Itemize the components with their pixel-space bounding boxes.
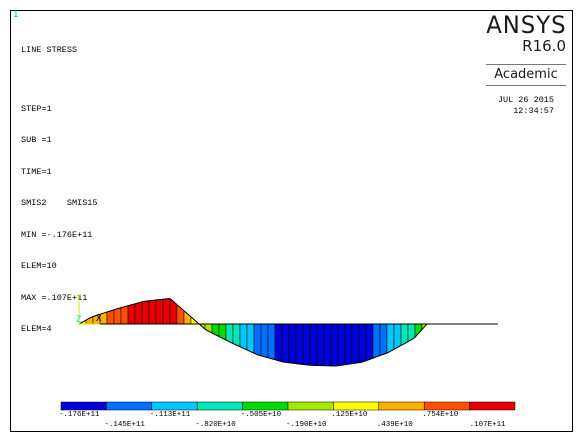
color-legend — [60, 401, 516, 411]
stress-slice — [218, 323, 227, 341]
stress-slice — [281, 323, 290, 364]
plot-date: JUL 26 2015 — [497, 95, 554, 105]
stress-slice — [316, 323, 325, 366]
stress-slice — [246, 323, 255, 354]
info-max-elem: ELEM=4 — [21, 324, 52, 334]
info-time: TIME=1 — [21, 166, 52, 177]
stress-slice — [120, 305, 129, 325]
stress-slice — [288, 323, 297, 364]
plot-frame — [10, 10, 573, 432]
stress-slice — [169, 297, 178, 325]
legend-swatch — [287, 401, 334, 411]
brand-version: R16.0 — [522, 37, 566, 55]
stress-slice — [379, 323, 388, 356]
legend-swatch — [423, 401, 470, 411]
stress-slice — [232, 323, 241, 348]
stress-slice — [134, 301, 143, 325]
stress-slice — [127, 303, 136, 325]
stress-slice — [309, 323, 318, 366]
stress-slice — [337, 323, 346, 366]
legend-swatch — [151, 401, 198, 411]
stress-slice — [239, 323, 248, 351]
legend-label-top: .125E+10 — [331, 411, 368, 419]
stress-slice — [358, 323, 367, 363]
legend-label-bottom: -.145E+11 — [104, 421, 145, 429]
ansys-logo: ANSYS R16.0 — [482, 11, 566, 55]
legend-label-bottom: -.820E+10 — [195, 421, 236, 429]
stress-slice — [351, 323, 360, 364]
legend-label-bottom: -.190E+10 — [286, 421, 327, 429]
plot-time: 12:34:57 — [513, 106, 554, 116]
stress-slice — [183, 310, 192, 325]
info-items: SMIS2 SMIS15 — [21, 198, 98, 208]
stress-slice — [141, 300, 150, 325]
brand-name: ANSYS — [485, 11, 566, 39]
stress-slice — [407, 323, 416, 343]
info-block: LINE STRESS STEP=1 SUB =1 TIME=1 SMIS2 S… — [21, 24, 98, 356]
legend-swatch — [333, 401, 380, 411]
stress-slice — [365, 323, 374, 362]
stress-slice — [330, 323, 339, 367]
stress-envelope — [78, 298, 428, 367]
legend-label-bottom: .107E+11 — [469, 421, 506, 429]
stress-slice — [253, 323, 262, 357]
stress-slice — [260, 323, 269, 359]
legend-label-top: .754E+10 — [422, 411, 459, 419]
legend-label-bottom: .439E+10 — [376, 421, 413, 429]
legend-swatch — [60, 401, 107, 411]
stress-diagram — [78, 297, 498, 367]
legend-swatch — [242, 401, 289, 411]
stress-slice — [386, 323, 395, 354]
stress-slice — [85, 316, 94, 325]
info-max: MAX =.107E+11 — [21, 292, 88, 303]
legend-swatch — [378, 401, 425, 411]
x-axis-label: X — [96, 314, 102, 324]
legend-swatch — [106, 401, 153, 411]
info-substep: SUB =1 — [21, 135, 52, 145]
stress-slice — [274, 323, 283, 362]
stress-slice — [344, 323, 353, 365]
legend-swatch — [196, 401, 243, 411]
legend-label-top: -.176E+11 — [59, 411, 100, 419]
stress-slice — [323, 323, 332, 367]
stress-slice — [113, 307, 122, 325]
legend-swatch — [469, 401, 516, 411]
stress-slice — [302, 323, 311, 366]
brand-edition: Academic — [486, 64, 566, 86]
stress-slice — [372, 323, 381, 359]
stress-slice — [295, 323, 304, 365]
info-min: MIN =-.176E+11 — [21, 229, 93, 240]
stress-slice — [267, 323, 276, 361]
legend-label-top: -.505E+10 — [240, 411, 282, 419]
info-step: STEP=1 — [21, 103, 52, 114]
stress-slice — [148, 299, 157, 325]
axis-triad-icon: Y Z X — [76, 293, 102, 325]
y-axis-label: Y — [76, 293, 82, 303]
stress-slice — [162, 298, 171, 325]
plot-title: LINE STRESS — [21, 45, 78, 55]
stress-slice — [155, 298, 164, 325]
info-min-elem: ELEM=10 — [21, 261, 57, 271]
window-number: 1 — [13, 10, 19, 20]
z-axis-label: Z — [76, 315, 82, 325]
legend-label-top: -.113E+11 — [149, 411, 191, 419]
